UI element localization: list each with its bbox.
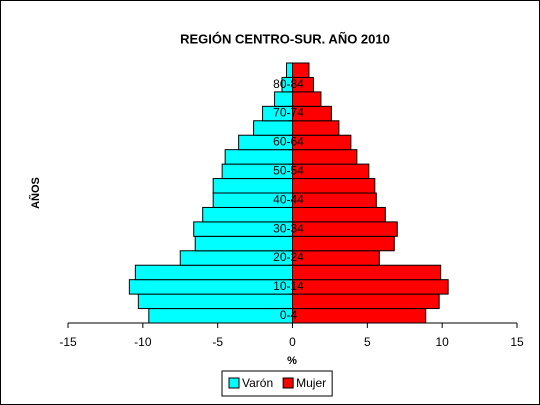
x-tick-label: 10 xyxy=(435,335,449,349)
bar xyxy=(292,264,442,281)
bar xyxy=(292,149,358,165)
bar xyxy=(224,149,293,165)
y-tick-label: 80-84 xyxy=(273,77,304,91)
x-tick-label: 0 xyxy=(289,335,296,349)
bar xyxy=(292,163,370,180)
bar xyxy=(292,279,449,295)
y-tick-label: 40-44 xyxy=(273,192,304,206)
bar xyxy=(292,293,440,310)
x-tick-label: 15 xyxy=(510,335,524,349)
legend-swatch xyxy=(282,377,294,389)
bar xyxy=(212,178,293,194)
bar xyxy=(128,279,293,295)
bar xyxy=(292,235,395,252)
x-axis-label: % xyxy=(287,355,297,367)
y-tick-label: 10-14 xyxy=(273,279,304,293)
legend-box xyxy=(221,370,333,397)
bar xyxy=(292,91,322,107)
y-tick-label: 0-4 xyxy=(280,308,298,322)
y-tick-label: 30-34 xyxy=(273,221,304,235)
legend-label: Mujer xyxy=(296,376,326,390)
bar xyxy=(194,235,293,252)
bar xyxy=(286,62,294,78)
y-tick-label: 20-24 xyxy=(273,250,304,264)
bar xyxy=(292,192,377,208)
x-tick-label: -10 xyxy=(134,335,152,349)
x-tick-label: 5 xyxy=(364,335,371,349)
chart-title: REGIÓN CENTRO-SUR. AÑO 2010 xyxy=(180,31,390,46)
x-tick-label: -15 xyxy=(59,335,77,349)
y-tick-label: 70-74 xyxy=(273,106,304,120)
bar xyxy=(134,264,293,281)
bar xyxy=(202,206,293,223)
legend-label: Varón xyxy=(242,376,273,390)
bar xyxy=(253,120,294,136)
bar xyxy=(292,308,427,324)
bar xyxy=(292,250,380,266)
legend: Varón Mujer xyxy=(221,370,333,397)
bar xyxy=(292,178,376,194)
bar xyxy=(292,221,398,237)
bar xyxy=(148,308,293,324)
bar xyxy=(292,120,340,136)
y-tick-label: 60-64 xyxy=(273,135,304,149)
bar xyxy=(292,206,386,223)
y-axis-label: AÑOS xyxy=(29,177,42,209)
x-tick-label: -5 xyxy=(212,335,223,349)
legend-swatch xyxy=(228,377,240,389)
y-tick-label: 50-54 xyxy=(273,164,304,178)
bar xyxy=(274,91,294,107)
bar xyxy=(137,293,293,310)
bar xyxy=(292,62,310,78)
